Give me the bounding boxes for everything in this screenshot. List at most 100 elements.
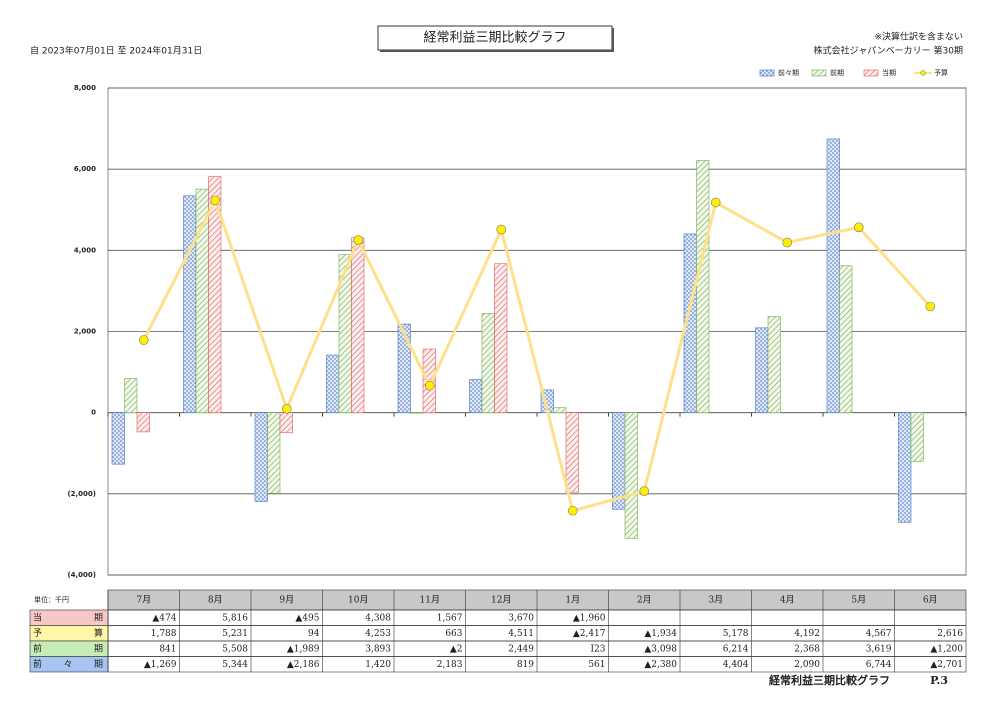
bar bbox=[208, 176, 222, 413]
page-number: P.3 bbox=[930, 674, 948, 687]
table-value: 3,670 bbox=[508, 613, 534, 623]
table-value: ▲2 bbox=[450, 644, 463, 654]
y-tick-label: (4,000) bbox=[67, 571, 96, 579]
y-tick-label: 8,000 bbox=[74, 84, 96, 92]
period: 自 2023年07月01日 至 2024年01月31日 bbox=[30, 45, 202, 57]
table-value: 4,253 bbox=[365, 629, 391, 639]
table-value: 3,619 bbox=[866, 644, 892, 654]
table-value: 841 bbox=[159, 644, 176, 654]
bar bbox=[696, 160, 710, 413]
bar bbox=[351, 237, 365, 413]
title-box bbox=[377, 25, 613, 51]
budget-marker bbox=[496, 224, 507, 235]
bar bbox=[422, 348, 436, 413]
legend-label: 当期 bbox=[882, 68, 896, 77]
budget-marker bbox=[782, 237, 793, 248]
x-tick-label: 2月 bbox=[637, 595, 652, 606]
y-tick-label: 0 bbox=[91, 409, 96, 417]
bar bbox=[898, 412, 912, 523]
x-tick-label: 4月 bbox=[780, 595, 795, 606]
bar bbox=[481, 312, 495, 413]
table-value: ▲2,186 bbox=[287, 660, 320, 670]
table-value: 6,744 bbox=[866, 660, 892, 670]
company: 株式会社ジャパンベーカリー 第30期 bbox=[814, 45, 963, 57]
legend-label: 前期 bbox=[830, 68, 844, 77]
x-tick-label: 5月 bbox=[851, 595, 866, 606]
x-tick-label: 9月 bbox=[279, 595, 294, 606]
budget-marker bbox=[210, 195, 221, 206]
table-value: 94 bbox=[308, 629, 320, 639]
bar bbox=[767, 316, 781, 413]
y-tick-label: (2,000) bbox=[67, 490, 96, 498]
table-value: 5,508 bbox=[222, 644, 248, 654]
note: ※決算仕訳を含まない bbox=[874, 31, 963, 43]
row-frame bbox=[107, 656, 967, 673]
budget-line bbox=[142, 198, 932, 513]
table-value: 5,816 bbox=[222, 613, 248, 623]
table-value: 4,567 bbox=[866, 629, 892, 639]
bar bbox=[755, 327, 769, 413]
table-value: 1,567 bbox=[437, 613, 463, 623]
table-value: 2,449 bbox=[508, 644, 534, 654]
legend-label: 予算 bbox=[934, 68, 948, 77]
legend-swatch bbox=[811, 69, 827, 77]
table-value: 663 bbox=[445, 629, 462, 639]
table-value: ▲3,098 bbox=[644, 644, 677, 654]
budget-marker bbox=[710, 197, 721, 208]
table-value: ▲2,701 bbox=[930, 660, 963, 670]
legend-swatch bbox=[863, 69, 879, 77]
bar bbox=[254, 412, 268, 502]
budget-marker bbox=[639, 486, 650, 496]
y-tick-label: 6,000 bbox=[74, 165, 96, 173]
x-tick-label: 10月 bbox=[348, 595, 368, 606]
budget-marker bbox=[567, 505, 578, 516]
table-value: ▲2,417 bbox=[573, 629, 606, 639]
table-value: ▲474 bbox=[152, 613, 176, 623]
x-tick-label: 8月 bbox=[208, 595, 223, 606]
bar bbox=[839, 265, 853, 413]
table-value: 5,231 bbox=[222, 629, 248, 639]
bar bbox=[910, 412, 924, 462]
x-tick-label: 6月 bbox=[923, 595, 938, 606]
bar bbox=[612, 412, 626, 510]
legend-label: 前々期 bbox=[778, 68, 799, 77]
budget-marker bbox=[853, 222, 864, 233]
budget-marker bbox=[281, 404, 292, 414]
table-value: 2,183 bbox=[437, 660, 463, 670]
x-tick-label: 12月 bbox=[491, 595, 511, 606]
table-value: ▲1,200 bbox=[930, 644, 963, 654]
bar bbox=[183, 195, 197, 413]
bar bbox=[826, 138, 840, 413]
budget-marker bbox=[138, 335, 149, 345]
table-value: 2,616 bbox=[937, 629, 963, 639]
y-tick-label: 4,000 bbox=[74, 246, 96, 254]
table-value: ▲1,934 bbox=[644, 629, 677, 639]
x-tick-label: 11月 bbox=[420, 595, 440, 606]
bar bbox=[124, 378, 138, 413]
footer-title: 経常利益三期比較グラフ bbox=[769, 673, 890, 687]
bar bbox=[326, 354, 340, 413]
legend-swatch bbox=[759, 69, 775, 77]
table-value: 6,214 bbox=[723, 644, 749, 654]
legend-marker bbox=[920, 70, 926, 76]
table-value: 5,178 bbox=[723, 629, 749, 639]
table-value: ▲1,989 bbox=[287, 644, 320, 654]
bar bbox=[397, 323, 411, 413]
x-tick-label: 1月 bbox=[565, 595, 580, 606]
table-value: ▲495 bbox=[295, 613, 319, 623]
budget-marker bbox=[925, 301, 936, 312]
table-value: 2,090 bbox=[794, 660, 820, 670]
table-value: ▲1,960 bbox=[573, 613, 606, 623]
table-value: 819 bbox=[517, 660, 534, 670]
table-value: 1,420 bbox=[365, 660, 391, 670]
budget-marker bbox=[424, 380, 435, 391]
table-value: 4,404 bbox=[723, 660, 749, 670]
bar bbox=[410, 412, 424, 414]
table-value: 3,893 bbox=[365, 644, 391, 654]
unit: 単位：千円 bbox=[34, 595, 69, 604]
table-value: 4,308 bbox=[365, 613, 391, 623]
budget-marker bbox=[353, 235, 364, 245]
bar bbox=[267, 412, 281, 494]
bar bbox=[565, 412, 579, 493]
